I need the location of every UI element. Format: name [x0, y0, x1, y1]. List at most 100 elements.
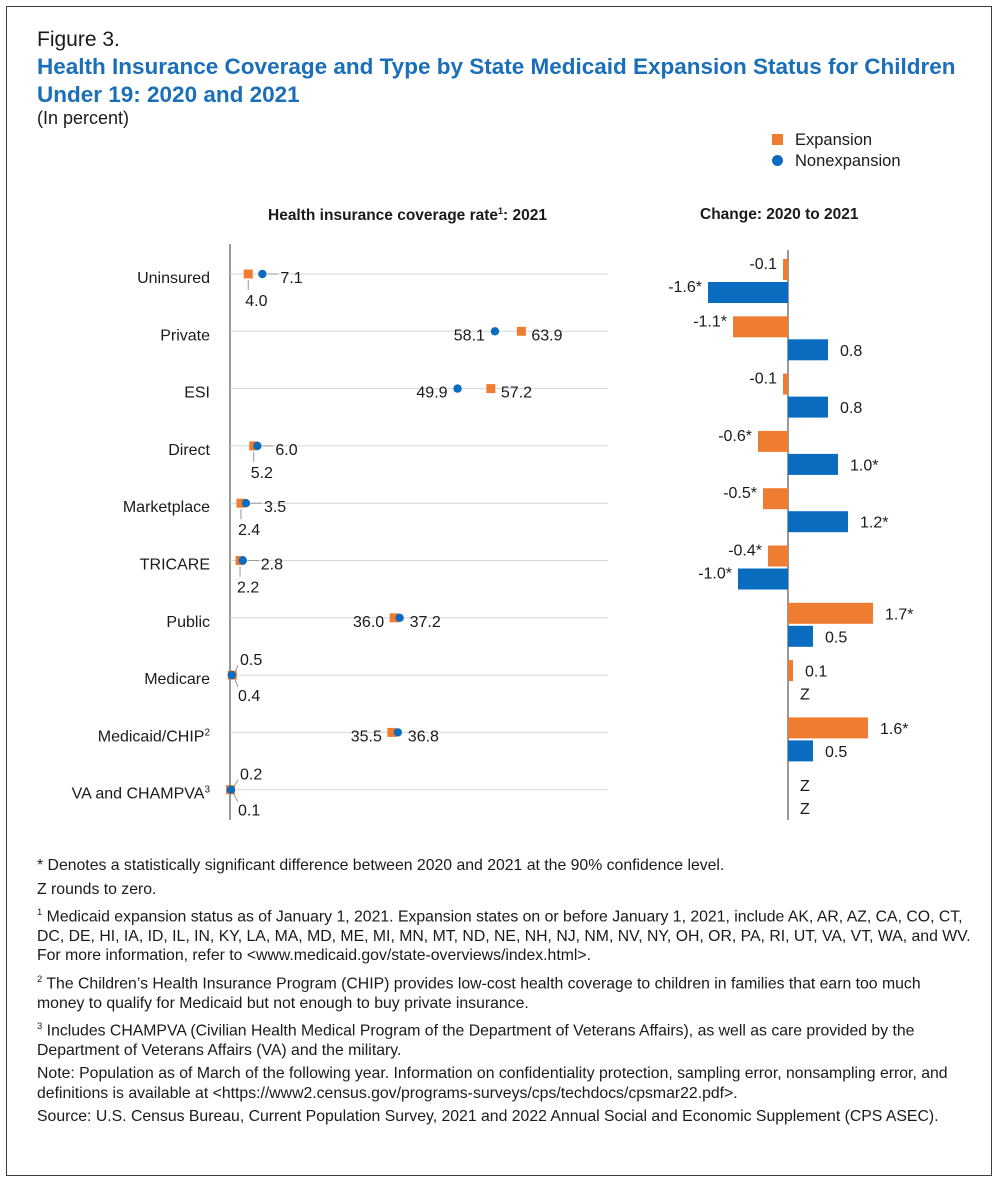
- expansion-bar-label-esi: -0.1: [749, 371, 777, 388]
- category-label-private: Private: [160, 327, 210, 344]
- figure-subtitle: (In percent): [37, 108, 130, 128]
- expansion-marker-private: [516, 326, 526, 336]
- significance-note: * Denotes a statistically significant di…: [37, 857, 725, 874]
- nonexpansion-marker-public: [395, 613, 404, 622]
- left-panel-title-footnote: 1: [498, 206, 504, 216]
- category-label-direct: Direct: [168, 442, 210, 459]
- nonexpansion-bar-public: [788, 625, 813, 647]
- point-label-right-direct: 6.0: [275, 442, 297, 459]
- footnote-2-mark: 2: [37, 973, 43, 985]
- footnote-1: 1 Medicaid expansion status as of Januar…: [37, 903, 972, 966]
- source-note: Source: U.S. Census Bureau, Current Popu…: [37, 1108, 939, 1126]
- expansion-bar-direct: [758, 430, 788, 452]
- right-panel-title: Change: 2020 to 2021: [700, 206, 859, 223]
- nonexpansion-bar-private: [788, 339, 828, 361]
- point-label-high-esi: 57.2: [501, 385, 532, 402]
- figure-title: Health Insurance Coverage and Type by St…: [37, 54, 956, 107]
- point-label-below-tricare: 2.2: [237, 580, 259, 597]
- category-label-va-and-champva: VA and CHAMPVA3: [72, 785, 211, 803]
- point-label-below-direct: 5.2: [251, 465, 273, 482]
- category-label-public: Public: [166, 614, 210, 631]
- expansion-bar-label-public: 1.7*: [885, 606, 913, 623]
- expansion-bar-uninsured: [783, 259, 788, 280]
- point-label-top-va-and-champva: 0.2: [240, 767, 262, 784]
- nonexpansion-marker-direct: [253, 441, 262, 451]
- point-label-low-esi: 49.9: [416, 385, 447, 402]
- category-label-medicare: Medicare: [144, 671, 210, 688]
- expansion-square-icon: [772, 134, 783, 146]
- point-label-high-medicaid-chip: 36.8: [408, 728, 439, 745]
- footnote-1-text: Medicaid expansion status as of January …: [37, 908, 971, 965]
- expansion-bar-label-tricare: -0.4*: [728, 543, 762, 560]
- nonexpansion-bar-label-marketplace: 1.2*: [860, 515, 888, 532]
- legend-label-expansion: Expansion: [795, 131, 873, 149]
- nonexpansion-bar-label-uninsured: -1.6*: [668, 279, 702, 296]
- footnote-3-mark: 3: [37, 1021, 43, 1033]
- expansion-bar-public: [788, 602, 873, 624]
- expansion-marker-public: [389, 613, 399, 623]
- left-panel-title-text: Health insurance coverage rate: [268, 207, 499, 225]
- point-label-top-medicare: 0.5: [240, 652, 262, 669]
- footnote-3-text: Includes CHAMPVA (Civilian Health Medica…: [37, 1022, 915, 1059]
- nonexpansion-marker-va-and-champva: [226, 785, 236, 794]
- z-note: Z rounds to zero.: [37, 880, 157, 898]
- expansion-bar-medicare: [788, 660, 793, 682]
- category-label-esi: ESI: [184, 385, 210, 402]
- footnote-3: 3 Includes CHAMPVA (Civilian Health Medi…: [37, 1017, 972, 1060]
- nonexpansion-marker-marketplace: [241, 499, 251, 508]
- expansion-marker-uninsured: [243, 269, 253, 279]
- nonexpansion-bar-marketplace: [788, 511, 848, 533]
- expansion-marker-medicaid-chip: [387, 727, 397, 737]
- expansion-bar-label-direct: -0.6*: [718, 428, 752, 445]
- nonexpansion-circle-icon: [772, 155, 783, 167]
- nonexpansion-bar-esi: [788, 396, 828, 418]
- nonexpansion-bar-tricare: [738, 568, 788, 590]
- nonexpansion-marker-uninsured: [258, 269, 267, 279]
- expansion-bar-label-medicare: 0.1: [805, 664, 827, 681]
- nonexpansion-marker-esi: [453, 384, 462, 393]
- category-label-medicaid-chip: Medicaid/CHIP2: [98, 727, 211, 745]
- nonexpansion-bar-label-public: 0.5: [825, 629, 847, 646]
- nonexpansion-bar-direct: [788, 453, 838, 475]
- footnote-2: 2 The Children’s Health Insurance Progra…: [37, 970, 972, 1013]
- expansion-bar-marketplace: [763, 488, 788, 510]
- point-label-low-private: 58.1: [454, 327, 485, 344]
- figure-frame: [6, 6, 992, 1176]
- left-panel-title: Health insurance coverage rate1: 2021: [268, 206, 547, 225]
- nonexpansion-bar-label-va-and-champva: Z: [800, 801, 810, 818]
- expansion-bar-private: [733, 316, 788, 338]
- nonexpansion-marker-tricare: [238, 556, 247, 565]
- point-label-high-private: 63.9: [531, 327, 562, 344]
- expansion-bar-label-uninsured: -0.1: [749, 256, 777, 273]
- chart-canvas: Uninsured 7.1 4.0 -0.1 -1.6* Private 63.9 58.1 -…: [72, 244, 913, 820]
- nonexpansion-bar-label-direct: 1.0*: [850, 457, 878, 474]
- nonexpansion-bar-label-medicare: Z: [800, 687, 810, 704]
- leader-bottom-medicare: [234, 678, 239, 688]
- category-label-marketplace: Marketplace: [123, 499, 210, 516]
- figure-label: Figure 3.: [37, 28, 120, 51]
- expansion-bar-label-private: -1.1*: [693, 313, 727, 330]
- point-label-right-uninsured: 7.1: [280, 270, 302, 287]
- nonexpansion-bar-label-esi: 0.8: [840, 400, 862, 417]
- nonexpansion-bar-label-tricare: -1.0*: [698, 566, 732, 583]
- point-label-low-medicaid-chip: 35.5: [351, 728, 382, 745]
- point-label-right-marketplace: 3.5: [264, 499, 286, 516]
- legend-item-nonexpansion: Nonexpansion: [772, 151, 901, 172]
- legend-label-nonexpansion: Nonexpansion: [795, 152, 901, 170]
- nonexpansion-bar-medicaid-chip: [788, 740, 813, 762]
- footnote-2-text: The Children’s Health Insurance Program …: [37, 975, 921, 1012]
- expansion-bar-label-marketplace: -0.5*: [723, 485, 757, 502]
- point-label-bottom-medicare: 0.4: [238, 688, 260, 705]
- point-label-bottom-va-and-champva: 0.1: [238, 803, 260, 820]
- category-label-tricare: TRICARE: [140, 557, 210, 574]
- expansion-bar-label-medicaid-chip: 1.6*: [880, 721, 908, 738]
- category-label-uninsured: Uninsured: [137, 270, 210, 287]
- expansion-bar-esi: [783, 373, 788, 395]
- point-label-high-public: 37.2: [410, 614, 441, 631]
- point-label-below-uninsured: 4.0: [245, 293, 267, 310]
- expansion-bar-label-va-and-champva: Z: [800, 778, 810, 795]
- notes: * Denotes a statistically significant di…: [37, 856, 972, 1131]
- left-panel-title-suffix: : 2021: [503, 207, 547, 225]
- nonexpansion-marker-medicare: [227, 670, 237, 680]
- point-label-right-tricare: 2.8: [261, 557, 283, 574]
